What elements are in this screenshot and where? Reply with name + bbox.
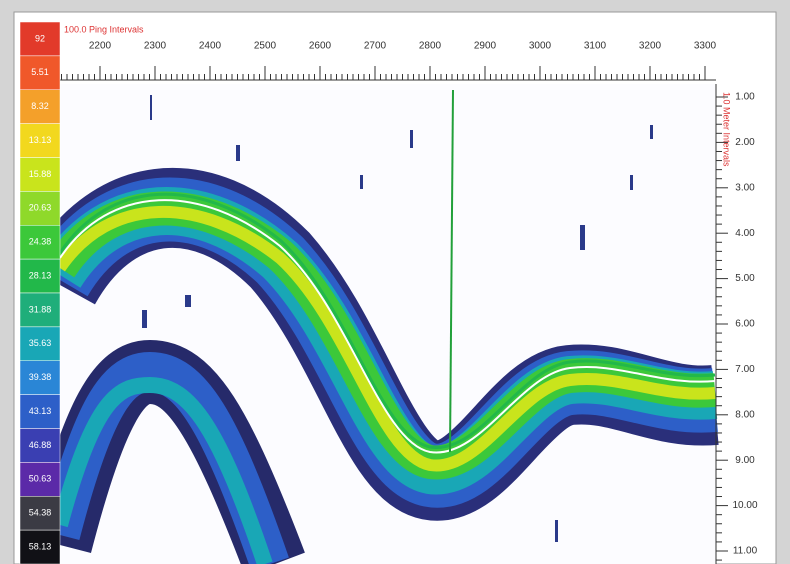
scale-label: 39.38: [29, 372, 52, 382]
y-tick-label: 8.00: [735, 409, 755, 420]
x-tick-label: 2700: [364, 41, 387, 52]
y-tick-label: 7.00: [735, 364, 755, 375]
scale-label: 43.13: [29, 406, 52, 416]
x-tick-label: 3100: [584, 41, 607, 52]
speck: [360, 175, 363, 189]
y-tick-label: 6.00: [735, 319, 755, 330]
scale-cell: [19, 462, 61, 497]
x-tick-label: 2500: [254, 41, 277, 52]
scale-cell: [19, 89, 61, 124]
scale-cell: [19, 292, 61, 328]
x-tick-label: 2800: [419, 41, 442, 52]
speck: [142, 310, 147, 328]
scale-label: 5.51: [31, 67, 49, 77]
scale-cell: [19, 258, 61, 294]
y-tick-label: 1.00: [735, 92, 755, 103]
x-tick-label: 2600: [309, 41, 332, 52]
x-tick-label: 3000: [529, 41, 552, 52]
scale-label: 58.13: [29, 541, 52, 551]
x-axis-title: 100.0 Ping Intervals: [64, 24, 144, 34]
echo-band: [52, 376, 273, 564]
y-tick-label: 4.00: [735, 228, 755, 239]
x-tick-label: 2300: [144, 41, 167, 52]
speck: [580, 225, 585, 250]
scale-cell: [19, 21, 61, 57]
scale-cell: [19, 428, 61, 463]
scale-cell: [19, 55, 61, 90]
speck: [236, 145, 240, 161]
echo-band: [58, 192, 716, 449]
scale-cell: [19, 326, 61, 361]
scale-label: 24.38: [29, 237, 52, 247]
x-tick-label: 3300: [694, 41, 717, 52]
scale-label: 13.13: [29, 135, 52, 145]
y-tick-label: 10.00: [732, 500, 757, 511]
y-tick-label: 2.00: [735, 137, 755, 148]
scale-label: 35.63: [29, 338, 52, 348]
scale-cell: [19, 496, 61, 531]
x-tick-label: 3200: [639, 41, 662, 52]
y-tick-label: 5.00: [735, 273, 755, 284]
scale-label: 92: [35, 33, 45, 43]
echo-band: [59, 199, 716, 454]
speck: [185, 295, 191, 307]
scale-cell: [19, 394, 61, 429]
scale-label: 20.63: [29, 203, 52, 213]
x-tick-label: 2400: [199, 41, 222, 52]
scale-label: 50.63: [29, 474, 52, 484]
echo-bands: [25, 89, 719, 564]
scale-cell: [19, 123, 61, 158]
speck: [555, 520, 558, 542]
scale-cell: [19, 225, 61, 260]
scale-label: 28.13: [29, 270, 52, 280]
scale-label: 15.88: [29, 169, 52, 179]
scale-cell: [19, 360, 61, 395]
speck: [150, 95, 152, 120]
y-tick-label: 9.00: [735, 455, 755, 466]
x-tick-label: 2200: [89, 41, 112, 52]
vertical-echo: [449, 89, 454, 453]
scale-cell: [19, 529, 61, 564]
y-axis-title: 1.0 Meter Intervals: [722, 92, 732, 167]
scale-label: 46.88: [29, 440, 52, 450]
y-tick-label: 3.00: [735, 182, 755, 193]
speck: [650, 125, 653, 139]
scale-label: 8.32: [31, 101, 49, 111]
scale-cell: [19, 191, 61, 226]
x-tick-label: 2900: [474, 41, 497, 52]
scale-label: 54.38: [29, 508, 52, 518]
echo-band: [55, 205, 716, 472]
y-tick-label: 11.00: [733, 546, 758, 557]
speck: [410, 130, 413, 148]
scale-label: 31.88: [29, 304, 52, 314]
speck: [630, 175, 633, 190]
